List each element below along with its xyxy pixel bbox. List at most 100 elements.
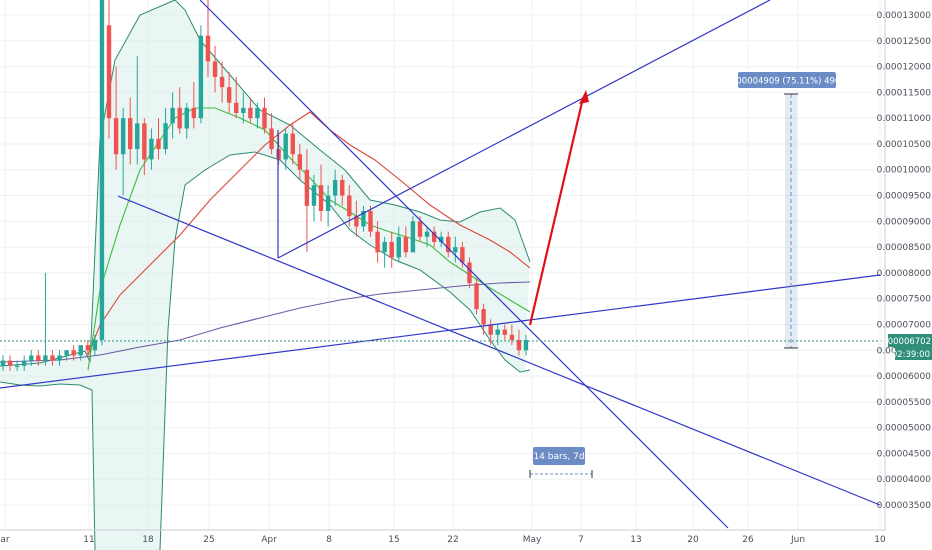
candle [85,339,91,356]
candle [99,0,105,346]
candle [248,97,253,124]
ma-red [87,111,531,356]
x-tick-label: 20 [687,535,699,545]
y-tick-label: 0.00005500 [877,398,932,408]
candle [516,329,522,356]
bollinger-lower [0,381,96,550]
candle [361,205,366,232]
candle-body [198,35,204,119]
candle-body [226,87,232,103]
candle-body [502,329,507,335]
candle [71,345,76,361]
candle-body [78,345,83,356]
candle-body [474,283,479,309]
candle [64,350,69,361]
candle [234,76,239,119]
trendline-wedge-lower[interactable] [117,195,881,506]
candle [318,164,324,222]
candle-body [290,133,295,155]
projection-arrow[interactable] [528,90,589,326]
candle-body [163,123,168,150]
candle [149,128,154,170]
candle [128,97,133,165]
candle-body [113,118,119,155]
trendline-lower-support[interactable] [0,274,881,389]
candle-body [191,107,197,119]
candle [14,360,20,371]
candle [304,149,310,253]
candle [481,303,486,335]
candle-body [509,334,515,340]
candle [226,71,232,113]
candle [163,107,168,155]
candle [262,97,267,134]
candle-body [212,61,218,77]
candle [396,226,401,263]
candle-body [403,236,409,253]
candle-body [43,355,48,361]
y-tick-label: 0.00011000 [877,114,932,124]
candle [460,241,465,268]
candle-body [467,262,472,284]
candle [290,123,295,165]
candle-body [318,185,324,211]
candle-body [255,107,260,119]
candle-body [382,241,387,253]
candle-body [14,365,20,367]
candle-body [368,211,373,232]
x-tick-label: 25 [203,535,214,545]
candle-body [431,231,437,242]
candle [106,0,112,139]
measure-label-bg [738,72,836,88]
candle-body [142,123,147,160]
candle-body [57,355,62,361]
bollinger-band-fill [0,0,530,550]
candle [57,350,62,366]
candle [354,200,359,237]
trendlines[interactable] [0,0,881,529]
date-range-measure[interactable]: 14 bars, 7d [529,447,593,478]
candle [170,92,175,139]
range-label-bg [533,447,585,465]
candle-body [276,149,281,160]
candle [184,102,189,139]
y-tick-label: 0.00012000 [877,63,932,73]
candle [205,0,211,77]
x-tick-label: Jun [790,535,805,545]
candle-body [446,236,451,253]
candle-body [149,138,154,160]
trendline-channel[interactable] [277,0,771,259]
candle-body [495,329,500,335]
candle-body [205,35,211,62]
candle-body [332,180,338,196]
x-axis[interactable]: ar 11 18 25 Apr 8 15 22 May 7 13 20 26 Jun 10 [0,535,886,545]
y-tick-label: 0.00010500 [877,140,932,150]
y-tick-label: 0.00012500 [877,37,932,47]
y-tick-label: 0.00008000 [877,269,932,279]
y-tick-label: 0.00003500 [877,501,932,511]
price-range-measure[interactable]: 0.00004909 (75.11%) 4909 [728,72,846,349]
arrow-head [579,90,589,104]
candle [120,107,126,196]
candle-body [523,339,529,351]
ma-purple [0,281,531,363]
candle-body [304,169,310,206]
y-tick-label: 0.00009000 [877,217,932,227]
candle-body [106,25,112,119]
y-tick-label: 0.00008500 [877,243,932,253]
y-tick-label: 0.00004000 [877,475,932,485]
candle [347,185,352,227]
candle-body [488,324,493,335]
candle [113,66,119,170]
y-tick-label: 0.00013000 [877,11,932,21]
candle [453,236,458,263]
trendline-wedge-upper[interactable] [199,0,729,529]
candle [191,82,197,129]
candle [29,350,34,366]
candle [311,174,317,222]
candle [424,226,430,248]
candle-body [389,241,394,258]
candle-body [92,339,98,351]
candle-body [36,355,41,361]
